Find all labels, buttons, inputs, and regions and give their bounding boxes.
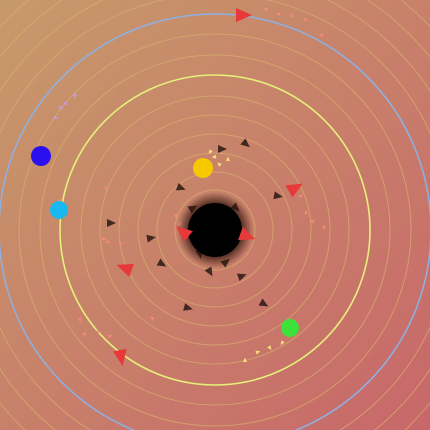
green-planet[interactable] bbox=[281, 319, 299, 337]
blue-planet[interactable] bbox=[31, 146, 51, 166]
cyan-planet[interactable] bbox=[50, 201, 68, 219]
yellow-planet[interactable] bbox=[193, 158, 213, 178]
core bbox=[188, 203, 242, 257]
